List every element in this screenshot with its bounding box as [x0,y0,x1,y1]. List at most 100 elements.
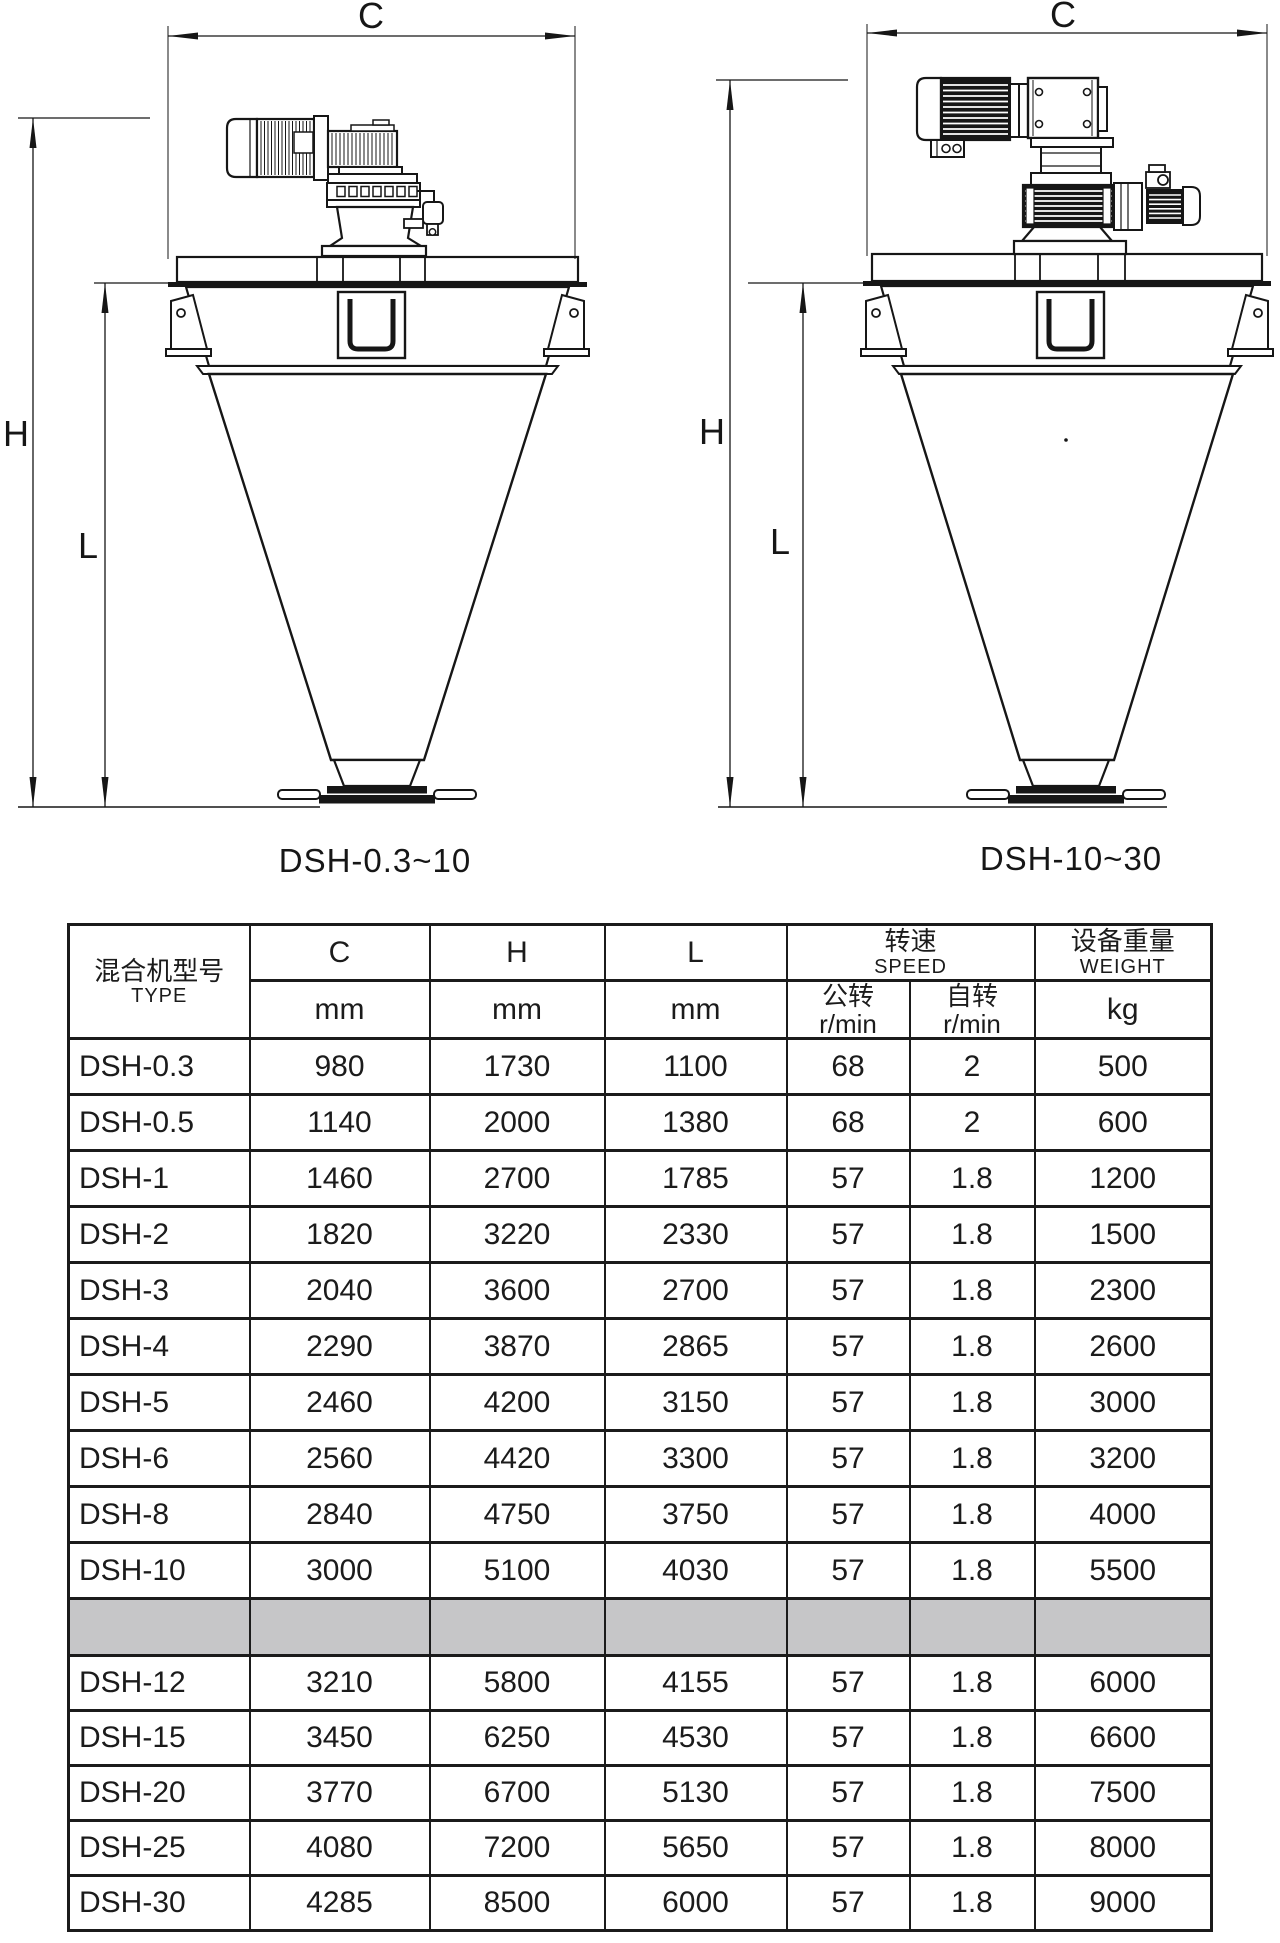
cell-l: 6000 [603,1874,788,1933]
cell-weight: 4000 [1033,1485,1213,1545]
table-row: DSH-25 4080 7200 5650 57 1.8 8000 [67,1819,1213,1878]
left-motor-plate [293,131,314,154]
cell-c: 2290 [248,1317,431,1377]
header-c-unit: mm [248,978,431,1041]
left-lid-joints [316,257,426,282]
cone-mixer-drawings: C H L DSH-0.3~10 [3,0,1274,879]
cell-orbit-speed: 57 [785,1485,911,1545]
table-row: DSH-1 1460 2700 1785 57 1.8 1200 [67,1149,1213,1209]
table-row: DSH-0.5 1140 2000 1380 68 2 600 [67,1093,1213,1153]
cell-h: 3870 [428,1317,606,1377]
left-tank-top-band [168,282,587,287]
header-weight-en: WEIGHT [1079,955,1166,978]
header-h: H [428,923,606,982]
cell-weight: 7500 [1033,1764,1213,1823]
right-dim-label-l: L [770,521,790,562]
header-rotation-cn: 自转 [945,981,998,1011]
right-tank-top-band [863,281,1271,286]
header-speed: 转速 SPEED [785,923,1036,982]
table-row: DSH-3 2040 3600 2700 57 1.8 2300 [67,1261,1213,1321]
table-row: DSH-5 2460 4200 3150 57 1.8 3000 [67,1373,1213,1433]
cell-rotation-speed: 1.8 [908,1654,1036,1713]
left-machine-drawing: C H L DSH-0.3~10 [3,0,590,879]
header-speed-en: SPEED [874,955,947,978]
header-l-unit: mm [603,978,788,1041]
left-motor-flange [313,115,329,181]
cell-weight: 1200 [1033,1149,1213,1209]
right-cone-lip [891,365,1243,375]
cell-orbit-speed: 57 [785,1373,911,1433]
cell-c: 1460 [248,1149,431,1209]
cell-rotation-speed: 1.8 [908,1764,1036,1823]
left-cone-body [207,372,548,762]
left-turret-flange [327,173,418,184]
cell-weight: 9000 [1033,1874,1213,1933]
cell-rotation-speed: 1.8 [908,1819,1036,1878]
left-gearbox [326,129,399,169]
cell-model: DSH-0.3 [67,1037,251,1097]
cell-weight: 6000 [1033,1654,1213,1713]
cell-model: DSH-4 [67,1317,251,1377]
cell-l: 1100 [603,1037,788,1097]
header-weight: 设备重量 WEIGHT [1033,923,1213,982]
cell-weight: 2600 [1033,1317,1213,1377]
cell-weight: 2300 [1033,1261,1213,1321]
header-l: L [603,923,788,982]
left-cone-lip [195,365,560,375]
cell-orbit-speed: 57 [785,1205,911,1265]
cell-l: 5650 [603,1819,788,1878]
header-orbit-cn: 公转 [821,981,874,1011]
cell-orbit-speed: 57 [785,1654,911,1713]
table-row: DSH-0.3 980 1730 1100 68 2 500 [67,1037,1213,1097]
right-lid-rim [870,252,1264,283]
speck [1064,438,1068,442]
right-support-bracket-left [860,293,907,357]
cell-model: DSH-10 [67,1541,251,1601]
cell-orbit-speed: 57 [785,1874,911,1933]
left-dimension-lines [18,26,576,808]
header-orbit-unit: r/min [819,1009,877,1039]
cell-weight: 1500 [1033,1205,1213,1265]
spec-table-header: 混合机型号 TYPE C H L 转速 SPEED 设备重量 WEIGHT mm… [67,922,1213,1041]
header-h-unit: mm [428,978,606,1041]
cell-weight: 3000 [1033,1373,1213,1433]
left-output-housing [338,166,403,175]
cell-c: 1140 [248,1093,431,1153]
cell-orbit-speed: 57 [785,1764,911,1823]
cell-c: 2040 [248,1261,431,1321]
right-machine-drawing: C H L DSH-10~30 [699,0,1274,877]
header-rotation-unit: r/min [943,1009,1001,1039]
right-turret-plate [1030,137,1114,148]
cell-l: 5130 [603,1764,788,1823]
cell-l: 3750 [603,1485,788,1545]
cell-model: DSH-0.5 [67,1093,251,1153]
right-top-motor-fins [943,84,1008,135]
cell-l: 1380 [603,1093,788,1153]
header-orbit: 公转 r/min [785,978,911,1041]
cell-model: DSH-20 [67,1764,251,1823]
cell-l: 1785 [603,1149,788,1209]
cell-c: 3770 [248,1764,431,1823]
cell-model: DSH-15 [67,1709,251,1768]
cell-orbit-speed: 57 [785,1261,911,1321]
left-gearbox-fins [331,133,393,165]
spec-table: 混合机型号 TYPE C H L 转速 SPEED 设备重量 WEIGHT mm… [67,922,1213,1933]
cell-weight: 500 [1033,1037,1213,1097]
left-pedestal-base [320,244,428,258]
cell-rotation-speed: 1.8 [908,1429,1036,1489]
left-flange-pin-left [277,789,321,800]
right-dim-label-h: H [699,411,725,452]
cell-h: 2000 [428,1093,606,1153]
right-support-bracket-right [1227,293,1274,357]
cell-c: 3000 [248,1541,431,1601]
right-top-motor-body [939,76,1012,142]
cell-h: 6700 [428,1764,606,1823]
left-support-bracket-right [543,293,590,357]
table-row: DSH-8 2840 4750 3750 57 1.8 4000 [67,1485,1213,1545]
right-dimension-lines [716,24,1268,808]
cell-c: 1820 [248,1205,431,1265]
right-lower-motor-fins [1025,190,1112,222]
left-dim-label-l: L [78,525,98,566]
table-row: DSH-2 1820 3220 2330 57 1.8 1500 [67,1205,1213,1265]
cell-model: DSH-2 [67,1205,251,1265]
